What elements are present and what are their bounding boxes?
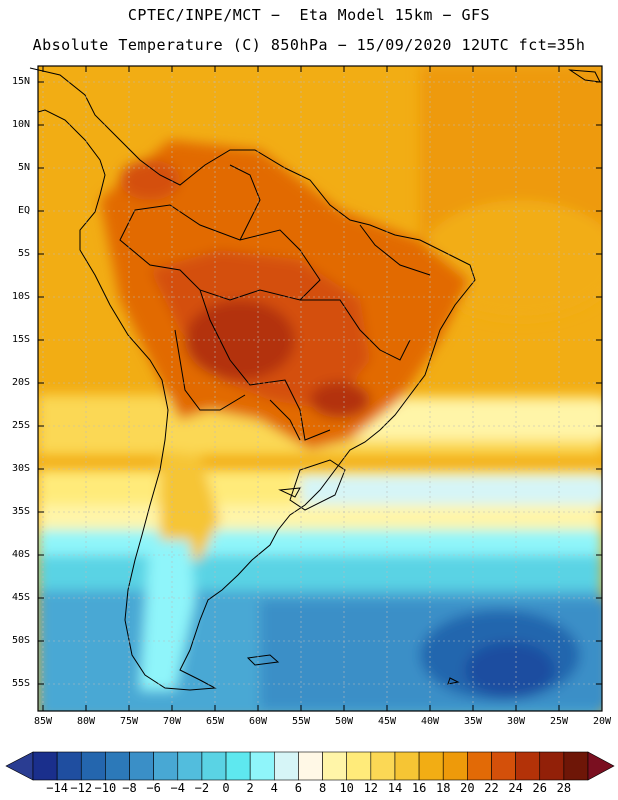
lon-tick-label: 55W (291, 716, 311, 727)
lon-tick-label: 45W (377, 716, 397, 727)
colorbar-cell (370, 751, 396, 781)
lon-tick-label: 70W (162, 716, 182, 727)
temperature-field (38, 66, 602, 711)
graticule (38, 66, 602, 711)
lon-tick-label: 20W (592, 716, 612, 727)
colorbar-label: 6 (294, 781, 303, 795)
colorbar-label: 2 (246, 781, 254, 795)
colorbar-cell (273, 751, 299, 781)
colorbar-label: 20 (460, 781, 475, 795)
lon-tick-label: 60W (248, 716, 268, 727)
colorbar-label: 8 (318, 781, 327, 795)
lon-tick-label: 35W (463, 716, 483, 727)
lat-tick-label: 45S (11, 592, 30, 603)
colorbar-cell (442, 751, 468, 781)
colorbar-label: −8 (122, 781, 137, 795)
colorbar-cell (467, 751, 492, 781)
lon-tick-label: 75W (119, 716, 139, 727)
colorbar-cell (346, 751, 372, 781)
colorbar-label: 18 (435, 781, 451, 795)
colorbar-label: −10 (94, 781, 117, 795)
colorbar-cell (225, 751, 251, 781)
lon-tick-label: 65W (205, 716, 225, 727)
colorbar-cell (249, 751, 275, 781)
lat-tick-label: 5S (17, 248, 30, 259)
chart-title-line2: Absolute Temperature (C) 850hPa − 15/09/… (32, 36, 586, 54)
colorbar-under-arrow (5, 751, 34, 781)
colorbar-cell (80, 751, 106, 781)
lat-tick-label: EQ (17, 205, 30, 216)
colorbar-label: 26 (532, 781, 547, 795)
colorbar-cell (129, 751, 154, 781)
lon-tick-label: 25W (549, 716, 569, 727)
colorbar-label: 22 (484, 781, 499, 795)
colorbar-cell (418, 751, 444, 781)
colorbar (5, 751, 615, 781)
lat-tick-label: 25S (11, 420, 30, 431)
colorbar-cell (298, 751, 323, 781)
colorbar-label: 0 (222, 781, 230, 795)
colorbar-label: 12 (363, 781, 379, 795)
colorbar-cell (539, 751, 565, 781)
chart-title-line1: CPTEC/INPE/MCT − Eta Model 15km − GFS (127, 6, 491, 24)
colorbar-cell (32, 751, 58, 781)
colorbar-cell (394, 751, 420, 781)
colorbar-cell (56, 751, 82, 781)
colorbar-cell (491, 751, 516, 781)
lon-tick-label: 80W (76, 716, 96, 727)
map-frame (37, 65, 603, 712)
colorbar-label: 10 (339, 781, 354, 795)
lat-tick-label: 10N (11, 119, 30, 130)
colorbar-label: −2 (194, 781, 210, 795)
colorbar-over-arrow (587, 751, 615, 781)
colorbar-label: 16 (411, 781, 427, 795)
lon-tick-label: 30W (506, 716, 526, 727)
colorbar-label: −12 (70, 781, 93, 795)
colorbar-label: 4 (270, 781, 278, 795)
colorbar-cell (201, 751, 227, 781)
lat-tick-label: 35S (11, 506, 30, 517)
colorbar-cell (105, 751, 130, 781)
colorbar-cell (515, 751, 541, 781)
colorbar-label: −14 (46, 781, 68, 795)
lat-tick-label: 20S (11, 377, 30, 388)
lat-tick-label: 15N (11, 76, 30, 87)
colorbar-cell (177, 751, 203, 781)
lat-tick-label: 50S (11, 635, 30, 646)
lon-tick-label: 85W (33, 716, 53, 727)
lat-tick-label: 55S (11, 678, 30, 689)
lat-tick-label: 30S (11, 463, 30, 474)
coastlines (29, 67, 601, 691)
colorbar-label: −6 (146, 781, 161, 795)
lon-tick-label: 50W (334, 716, 354, 727)
lat-tick-label: 15S (11, 334, 30, 345)
lat-tick-label: 5N (17, 162, 30, 173)
colorbar-label: 28 (556, 781, 572, 795)
lat-tick-label: 40S (11, 549, 30, 560)
colorbar-cell (322, 751, 348, 781)
colorbar-label: 14 (387, 781, 403, 795)
lat-tick-label: 10S (11, 291, 30, 302)
colorbar-label: 24 (508, 781, 523, 795)
lon-tick-label: 40W (420, 716, 440, 727)
colorbar-cell (563, 751, 589, 781)
colorbar-cell (153, 751, 179, 781)
axis-ticks (38, 66, 603, 711)
colorbar-label: −4 (170, 781, 185, 795)
